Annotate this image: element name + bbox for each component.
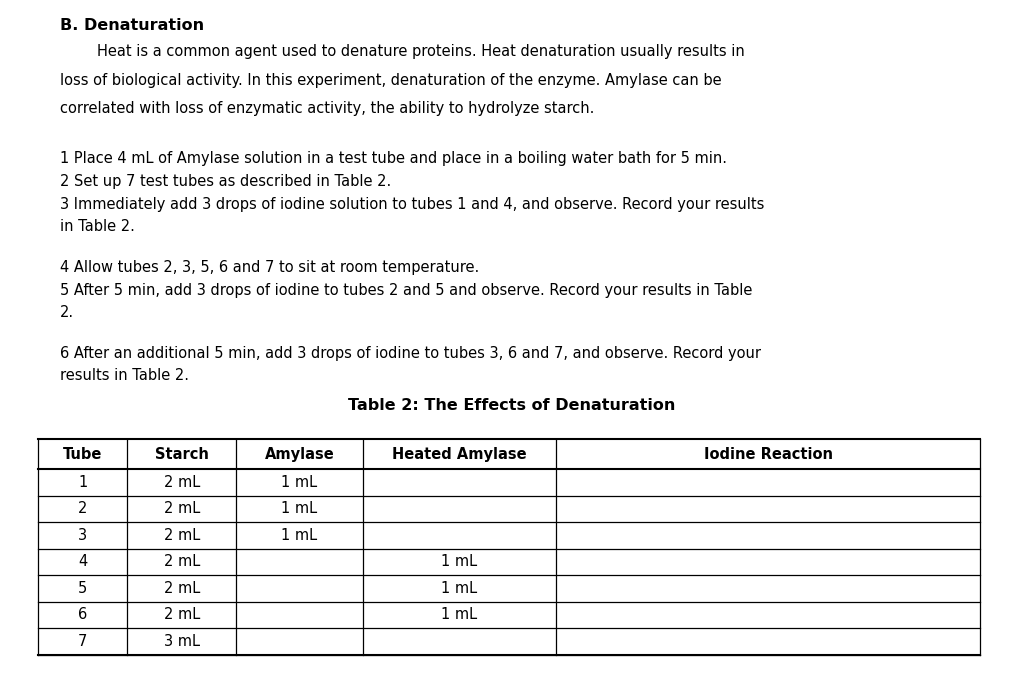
Text: 2.: 2.	[60, 305, 74, 320]
Text: 3 mL: 3 mL	[164, 634, 200, 649]
Text: 4: 4	[78, 555, 87, 569]
Text: Heated Amylase: Heated Amylase	[392, 447, 527, 461]
Text: 2 mL: 2 mL	[164, 608, 200, 622]
Text: 5 After 5 min, add 3 drops of iodine to tubes 2 and 5 and observe. Record your r: 5 After 5 min, add 3 drops of iodine to …	[60, 283, 753, 298]
Text: 3: 3	[78, 528, 87, 543]
Text: B. Denaturation: B. Denaturation	[60, 18, 204, 33]
Text: 1 mL: 1 mL	[282, 528, 317, 543]
Text: Heat is a common agent used to denature proteins. Heat denaturation usually resu: Heat is a common agent used to denature …	[60, 45, 744, 59]
Text: 2 mL: 2 mL	[164, 555, 200, 569]
Text: 2 mL: 2 mL	[164, 475, 200, 490]
Text: 6 After an additional 5 min, add 3 drops of iodine to tubes 3, 6 and 7, and obse: 6 After an additional 5 min, add 3 drops…	[60, 346, 761, 361]
Text: 2 mL: 2 mL	[164, 528, 200, 543]
Text: Iodine Reaction: Iodine Reaction	[703, 447, 833, 461]
Text: loss of biological activity. In this experiment, denaturation of the enzyme. Amy: loss of biological activity. In this exp…	[60, 72, 722, 88]
Text: 1 mL: 1 mL	[282, 475, 317, 490]
Text: Table 2: The Effects of Denaturation: Table 2: The Effects of Denaturation	[348, 398, 676, 413]
Text: Tube: Tube	[63, 447, 102, 461]
Text: 1 mL: 1 mL	[441, 581, 477, 596]
Text: Amylase: Amylase	[264, 447, 334, 461]
Text: 1 mL: 1 mL	[441, 608, 477, 622]
Text: 2: 2	[78, 501, 87, 516]
Text: 6: 6	[78, 608, 87, 622]
Text: 7: 7	[78, 634, 87, 649]
Text: 2 mL: 2 mL	[164, 501, 200, 516]
Text: 2 Set up 7 test tubes as described in Table 2.: 2 Set up 7 test tubes as described in Ta…	[60, 174, 391, 189]
Text: 2 mL: 2 mL	[164, 581, 200, 596]
Text: 1: 1	[78, 475, 87, 490]
Text: correlated with loss of enzymatic activity, the ability to hydrolyze starch.: correlated with loss of enzymatic activi…	[60, 101, 594, 116]
Text: 1 Place 4 mL of Amylase solution in a test tube and place in a boiling water bat: 1 Place 4 mL of Amylase solution in a te…	[60, 152, 727, 166]
Text: 3 Immediately add 3 drops of iodine solution to tubes 1 and 4, and observe. Reco: 3 Immediately add 3 drops of iodine solu…	[60, 197, 764, 212]
Text: 5: 5	[78, 581, 87, 596]
Text: 1 mL: 1 mL	[282, 501, 317, 516]
Text: Starch: Starch	[155, 447, 209, 461]
Text: 1 mL: 1 mL	[441, 555, 477, 569]
Text: 4 Allow tubes 2, 3, 5, 6 and 7 to sit at room temperature.: 4 Allow tubes 2, 3, 5, 6 and 7 to sit at…	[60, 260, 479, 275]
Text: in Table 2.: in Table 2.	[60, 219, 135, 235]
Text: results in Table 2.: results in Table 2.	[60, 368, 189, 383]
